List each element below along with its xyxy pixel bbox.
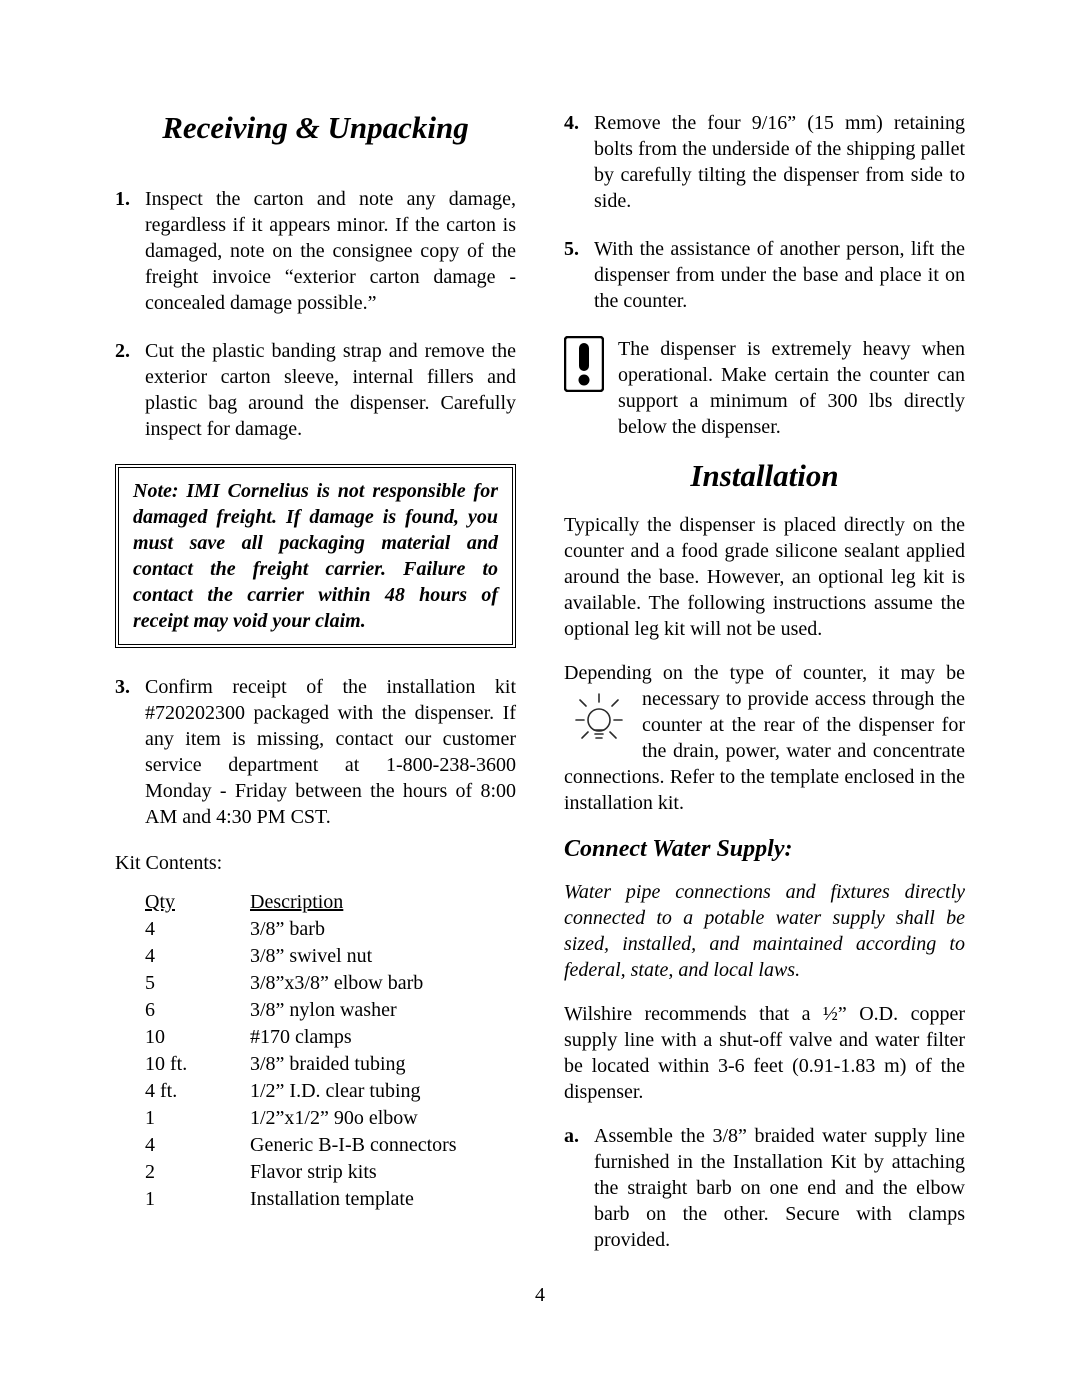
item-text: With the assistance of another person, l…: [594, 236, 965, 314]
kit-table: Qty Description 43/8” barb 43/8” swivel …: [145, 889, 516, 1213]
tip-lead: Depending on the type of counter, it may…: [564, 662, 965, 684]
item-number: 5.: [564, 236, 594, 314]
kit-row: 2Flavor strip kits: [145, 1159, 516, 1186]
sub-step: a. Assemble the 3/8” braided water suppl…: [564, 1123, 965, 1253]
right-column: 4. Remove the four 9/16” (15 mm) retaini…: [564, 110, 965, 1253]
installation-intro: Typically the dispenser is placed direct…: [564, 512, 965, 642]
kit-header-qty: Qty: [145, 889, 250, 916]
item-text: Confirm receipt of the installation kit …: [145, 674, 516, 830]
item-number: 1.: [115, 186, 145, 316]
kit-row: 11/2”x1/2” 90o elbow: [145, 1105, 516, 1132]
kit-row: 63/8” nylon washer: [145, 997, 516, 1024]
kit-header-desc: Description: [250, 889, 343, 916]
sub-step-letter: a.: [564, 1123, 594, 1253]
warning-text: The dispenser is extremely heavy when op…: [618, 336, 965, 440]
list-item: 2. Cut the plastic banding strap and rem…: [115, 338, 516, 442]
item-text: Inspect the carton and note any damage, …: [145, 186, 516, 316]
exclamation-icon: [564, 336, 604, 440]
note-box: Note: IMI Cornelius is not responsible f…: [115, 464, 516, 648]
item-text: Cut the plastic banding strap and remove…: [145, 338, 516, 442]
kit-row: 10#170 clamps: [145, 1024, 516, 1051]
sub-step-text: Assemble the 3/8” braided water supply l…: [594, 1123, 965, 1253]
kit-row: 1Installation template: [145, 1186, 516, 1213]
kit-contents-label: Kit Contents:: [115, 852, 516, 875]
wilshire-recommendation: Wilshire recommends that a ½” O.D. coppe…: [564, 1001, 965, 1105]
tip-callout: Depending on the type of counter, it may…: [564, 660, 965, 816]
kit-row: 43/8” barb: [145, 916, 516, 943]
lightbulb-icon: [568, 688, 630, 750]
two-column-layout: Receiving & Unpacking 1. Inspect the car…: [115, 110, 965, 1253]
page-number: 4: [0, 1284, 1080, 1307]
kit-row: 43/8” swivel nut: [145, 943, 516, 970]
kit-header-row: Qty Description: [145, 889, 516, 916]
list-item: 1. Inspect the carton and note any damag…: [115, 186, 516, 316]
kit-row: 4 ft.1/2” I.D. clear tubing: [145, 1078, 516, 1105]
list-item: 4. Remove the four 9/16” (15 mm) retaini…: [564, 110, 965, 214]
heading-installation: Installation: [564, 458, 965, 494]
list-item: 3. Confirm receipt of the installation k…: [115, 674, 516, 830]
left-column: Receiving & Unpacking 1. Inspect the car…: [115, 110, 516, 1253]
item-text: Remove the four 9/16” (15 mm) retaining …: [594, 110, 965, 214]
water-regulation-note: Water pipe connections and fixtures dire…: [564, 879, 965, 983]
item-number: 3.: [115, 674, 145, 830]
kit-row: 4Generic B-I-B connectors: [145, 1132, 516, 1159]
kit-row: 53/8”x3/8” elbow barb: [145, 970, 516, 997]
item-number: 2.: [115, 338, 145, 442]
heading-receiving: Receiving & Unpacking: [115, 110, 516, 146]
kit-row: 10 ft.3/8” braided tubing: [145, 1051, 516, 1078]
list-item: 5. With the assistance of another person…: [564, 236, 965, 314]
warning-callout: The dispenser is extremely heavy when op…: [564, 336, 965, 440]
subheading-water: Connect Water Supply:: [564, 836, 965, 863]
item-number: 4.: [564, 110, 594, 214]
